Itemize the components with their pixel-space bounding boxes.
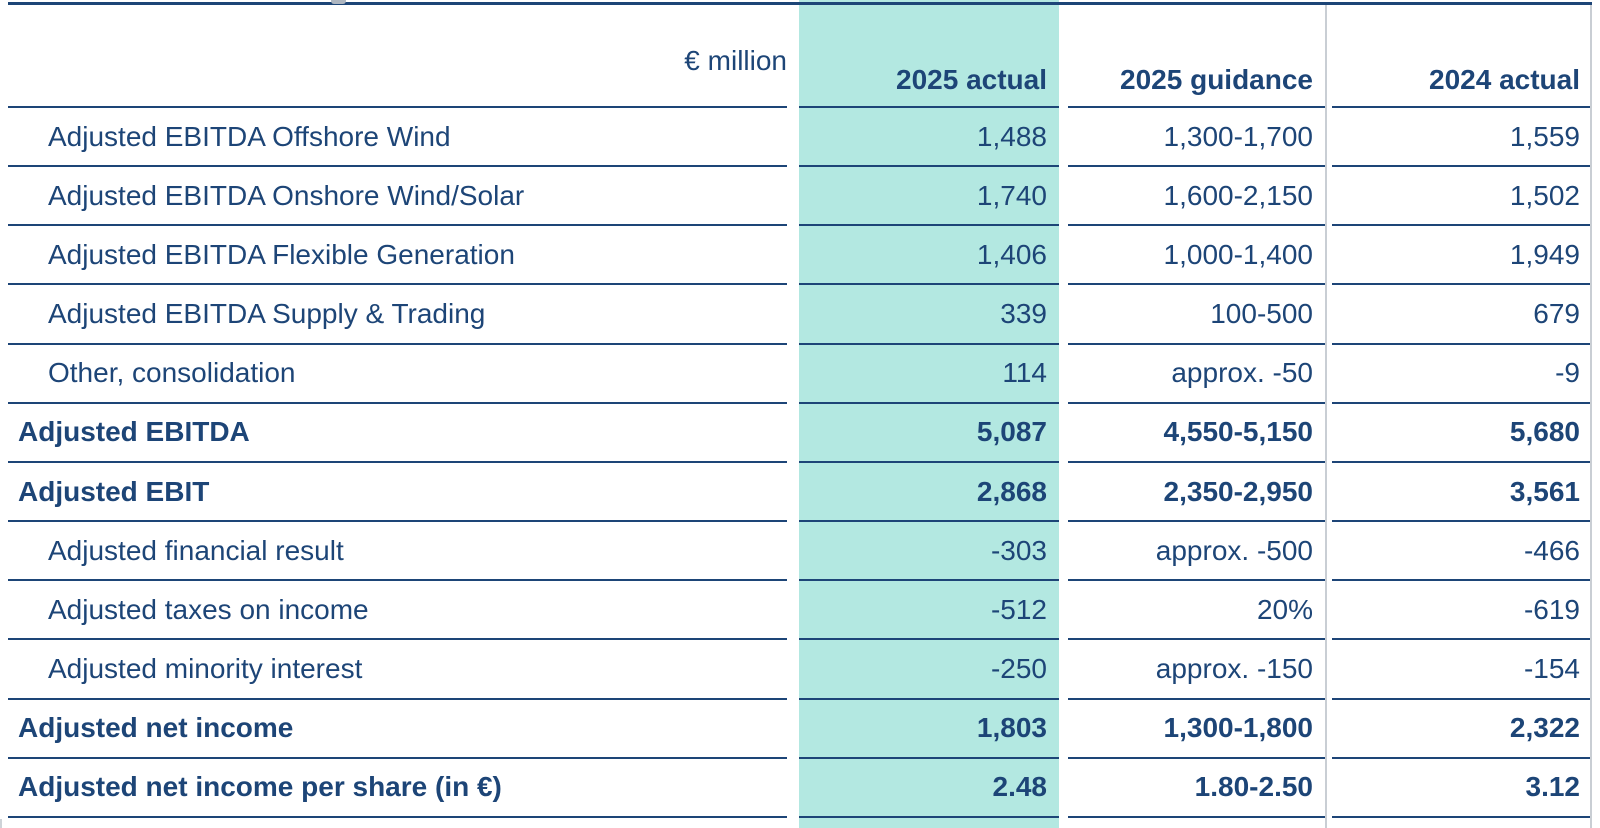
row-value-2025-guidance: 100-500: [1068, 285, 1325, 345]
row-label: Adjusted EBIT: [8, 463, 787, 523]
row-value-2025-actual: -512: [799, 581, 1059, 641]
row-label: Adjusted financial result: [8, 522, 787, 582]
column-gap: [1059, 700, 1068, 759]
column-gap: [1059, 463, 1068, 522]
row-label: Other, consolidation: [8, 345, 787, 404]
row-value-2025-actual: -303: [799, 522, 1059, 582]
table-header-row: € million 2025 actual 2025 guidance 2024…: [8, 2, 1592, 108]
row-value-2025-guidance: 1,300-1,700: [1068, 108, 1325, 168]
table-row: Adjusted EBITDA Flexible Generation 1,40…: [8, 226, 1592, 286]
table-row: Adjusted EBITDA Supply & Trading 339 100…: [8, 285, 1592, 345]
row-value-2025-guidance: 1,300-1,800: [1068, 700, 1325, 759]
row-value-2024-actual: -466: [1332, 522, 1592, 582]
row-label: Adjusted net income per share (in €): [8, 759, 787, 818]
row-value-2025-actual: 1,803: [799, 700, 1059, 759]
column-gap: [787, 226, 799, 285]
table-row: Adjusted taxes on income -512 20% -619: [8, 581, 1592, 641]
row-value-2024-actual: 5,680: [1332, 404, 1592, 463]
table-row: Other, consolidation 114 approx. -50 -9: [8, 345, 1592, 404]
row-value-2025-guidance: 2,350-2,950: [1068, 463, 1325, 523]
row-value-2025-actual: 114: [799, 345, 1059, 404]
column-gap: [1059, 5, 1068, 108]
row-value-2024-actual: 3,561: [1332, 463, 1592, 523]
row-value-2025-guidance: 1,000-1,400: [1068, 226, 1325, 286]
row-value-2025-guidance: 1,600-2,150: [1068, 167, 1325, 227]
column-gap: [1059, 345, 1068, 404]
row-label: Adjusted minority interest: [8, 640, 787, 700]
row-value-2024-actual: -619: [1332, 581, 1592, 641]
row-label: Adjusted EBITDA Offshore Wind: [8, 108, 787, 168]
column-gap: [787, 759, 799, 818]
row-value-2025-guidance: approx. -50: [1068, 345, 1325, 404]
row-label: Adjusted taxes on income: [8, 581, 787, 641]
table-row: Adjusted net income per share (in €) 2.4…: [8, 759, 1592, 818]
row-value-2024-actual: 679: [1332, 285, 1592, 345]
table-right-edge-line: [1590, 5, 1592, 828]
column-gap: [787, 5, 799, 108]
table-row: Adjusted EBIT 2,868 2,350-2,950 3,561: [8, 463, 1592, 523]
row-value-2024-actual: 1,949: [1332, 226, 1592, 286]
table-row: Adjusted EBITDA Offshore Wind 1,488 1,30…: [8, 108, 1592, 168]
row-value-2025-guidance: 20%: [1068, 581, 1325, 641]
row-label: Adjusted EBITDA: [8, 404, 787, 463]
row-value-2025-actual: 2.48: [799, 759, 1059, 818]
column-header-2025-actual: 2025 actual: [799, 5, 1059, 108]
results-table: € million 2025 actual 2025 guidance 2024…: [8, 2, 1592, 818]
highlight-column-band: [799, 0, 1059, 828]
row-label: Adjusted net income: [8, 700, 787, 759]
row-value-2025-guidance: 4,550-5,150: [1068, 404, 1325, 463]
column-gap: [787, 581, 799, 640]
table-row: Adjusted financial result -303 approx. -…: [8, 522, 1592, 582]
row-value-2025-actual: 2,868: [799, 463, 1059, 523]
row-value-2025-guidance: approx. -150: [1068, 640, 1325, 700]
column-gap: [787, 345, 799, 404]
row-label: Adjusted EBITDA Onshore Wind/Solar: [8, 167, 787, 227]
top-edge-artifact: [331, 0, 346, 4]
row-value-2025-actual: 5,087: [799, 404, 1059, 463]
row-value-2025-guidance: approx. -500: [1068, 522, 1325, 582]
column-gap: [1059, 404, 1068, 463]
table-row: Adjusted EBITDA 5,087 4,550-5,150 5,680: [8, 404, 1592, 463]
column-gap: [787, 700, 799, 759]
row-value-2024-actual: 1,559: [1332, 108, 1592, 168]
column-gap: [787, 285, 799, 344]
bottom-edge-artifact: [0, 819, 2, 828]
column-gap: [787, 404, 799, 463]
row-value-2025-actual: 1,488: [799, 108, 1059, 168]
table-body: Adjusted EBITDA Offshore Wind 1,488 1,30…: [8, 108, 1592, 818]
row-label: Adjusted EBITDA Flexible Generation: [8, 226, 787, 286]
row-value-2024-actual: -9: [1332, 345, 1592, 404]
column-gap: [1059, 167, 1068, 226]
table-row: Adjusted net income 1,803 1,300-1,800 2,…: [8, 700, 1592, 759]
column-divider-line: [1325, 5, 1327, 828]
table-row: Adjusted EBITDA Onshore Wind/Solar 1,740…: [8, 167, 1592, 227]
row-value-2024-actual: 3.12: [1332, 759, 1592, 818]
table-row: Adjusted minority interest -250 approx. …: [8, 640, 1592, 700]
column-gap: [787, 522, 799, 581]
column-header-2024-actual: 2024 actual: [1332, 5, 1592, 108]
row-label: Adjusted EBITDA Supply & Trading: [8, 285, 787, 345]
row-value-2024-actual: -154: [1332, 640, 1592, 700]
row-value-2024-actual: 1,502: [1332, 167, 1592, 227]
row-value-2025-actual: -250: [799, 640, 1059, 700]
column-gap: [1059, 285, 1068, 344]
column-gap: [787, 640, 799, 699]
row-value-2025-actual: 1,406: [799, 226, 1059, 286]
column-gap: [787, 463, 799, 522]
column-gap: [1059, 108, 1068, 167]
column-gap: [787, 108, 799, 167]
column-gap: [1059, 226, 1068, 285]
row-value-2025-actual: 339: [799, 285, 1059, 345]
row-value-2025-guidance: 1.80-2.50: [1068, 759, 1325, 818]
column-gap: [1059, 581, 1068, 640]
column-gap: [1059, 640, 1068, 699]
row-value-2024-actual: 2,322: [1332, 700, 1592, 759]
column-header-2025-guidance: 2025 guidance: [1068, 5, 1325, 108]
column-gap: [787, 167, 799, 226]
column-gap: [1059, 522, 1068, 581]
column-gap: [1059, 759, 1068, 818]
unit-label: € million: [8, 5, 787, 108]
row-value-2025-actual: 1,740: [799, 167, 1059, 227]
